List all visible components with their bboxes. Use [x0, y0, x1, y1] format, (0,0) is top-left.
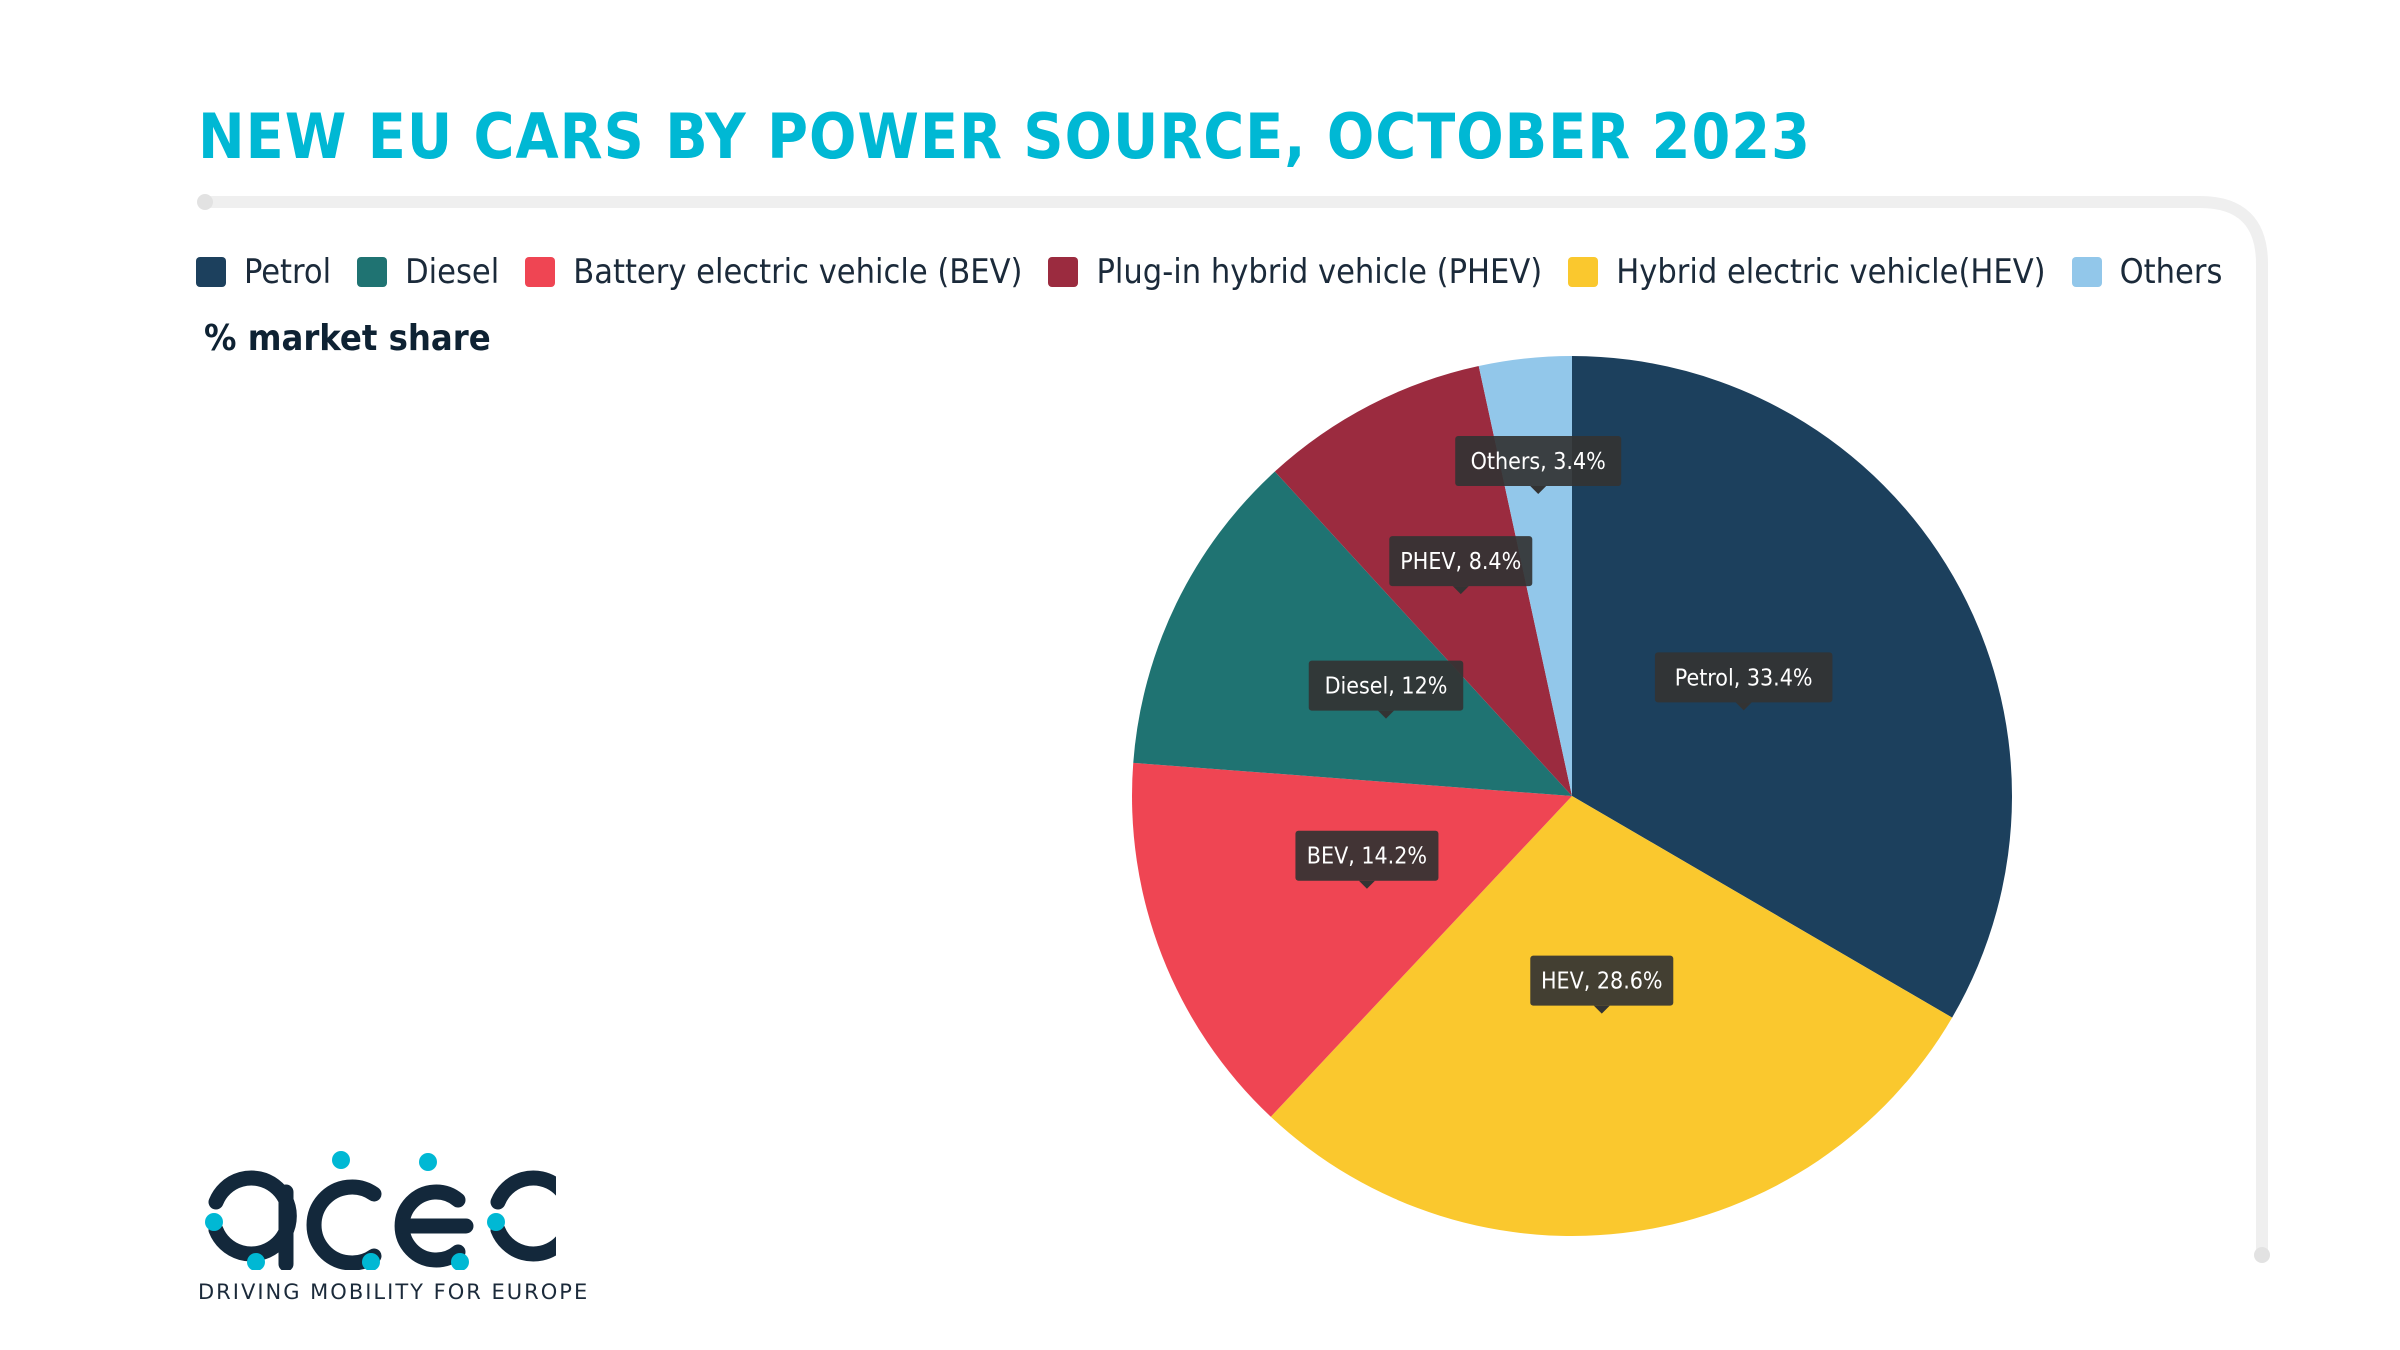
legend-label: Petrol [244, 252, 332, 292]
legend-swatch [357, 257, 388, 287]
pie-slice-hev[interactable] [1270, 796, 1953, 1236]
slice-label-text: Others, 3.4% [1471, 449, 1606, 475]
legend-swatch [196, 257, 226, 287]
slice-label-others: Others, 3.4% [1455, 436, 1622, 495]
legend-label: Diesel [405, 252, 500, 292]
slice-label-text: Petrol, 33.4% [1675, 665, 1813, 691]
legend-swatch [1048, 257, 1079, 287]
legend-swatch [2071, 257, 2102, 287]
slice-label-pointer [1530, 486, 1547, 495]
slice-label-pointer [1358, 880, 1375, 889]
legend-item-hybrid[interactable]: Hybrid electric vehicle(HEV) [1568, 252, 2046, 292]
legend-item-battery[interactable]: Battery electric vehicle (BEV) [525, 252, 1022, 292]
legend-label: Plug-in hybrid vehicle (PHEV) [1096, 252, 1543, 292]
slice-label-pointer [1378, 710, 1395, 719]
slice-label-text: PHEV, 8.4% [1400, 549, 1521, 575]
slice-label-phev: PHEV, 8.4% [1389, 536, 1533, 595]
slice-label-box [1455, 436, 1622, 487]
legend-item-others[interactable]: Others [2071, 252, 2223, 292]
slice-label-pointer [1452, 586, 1469, 595]
acea-logo: acea [196, 1140, 556, 1270]
slice-label-petrol: Petrol, 33.4% [1654, 652, 1833, 711]
legend-item-diesel[interactable]: Diesel [357, 252, 499, 292]
slice-label-hev: HEV, 28.6% [1530, 955, 1674, 1014]
slice-label-box [1530, 955, 1674, 1006]
slice-label-diesel: Diesel, 12% [1308, 660, 1464, 719]
slice-label-text: BEV, 14.2% [1307, 844, 1427, 870]
logo-text: acea [196, 1140, 199, 1141]
slice-label-pointer [1593, 1005, 1610, 1014]
legend-label: Others [2119, 252, 2223, 292]
slice-label-pointer [1735, 702, 1752, 711]
slice-label-box [1295, 830, 1439, 881]
slice-label-box [1308, 660, 1464, 711]
legend-swatch [1568, 257, 1599, 287]
legend-label: Hybrid electric vehicle(HEV) [1616, 252, 2046, 292]
pie-slice-bev[interactable] [1132, 762, 1572, 1117]
legend-item-petrol[interactable]: Petrol [196, 252, 331, 292]
slice-label-text: HEV, 28.6% [1541, 969, 1663, 995]
chart-title: NEW EU CARS BY POWER SOURCE, OCTOBER 202… [198, 100, 1811, 173]
legend-item-plug-in[interactable]: Plug-in hybrid vehicle (PHEV) [1048, 252, 1542, 292]
slice-label-box [1654, 652, 1833, 703]
chart-subtitle: % market share [204, 318, 491, 359]
slice-label-text: Diesel, 12% [1325, 674, 1448, 700]
slice-label-box [1389, 536, 1533, 587]
chart-legend: Petrol Diesel Battery electric vehicle (BE… [196, 252, 2248, 292]
slice-label-bev: BEV, 14.2% [1295, 830, 1439, 889]
logo-tagline: DRIVING MOBILITY FOR EUROPE [198, 1280, 590, 1304]
legend-label: Battery electric vehicle (BEV) [573, 252, 1023, 292]
pie-slice-diesel[interactable] [1133, 471, 1572, 796]
legend-swatch [525, 257, 556, 287]
